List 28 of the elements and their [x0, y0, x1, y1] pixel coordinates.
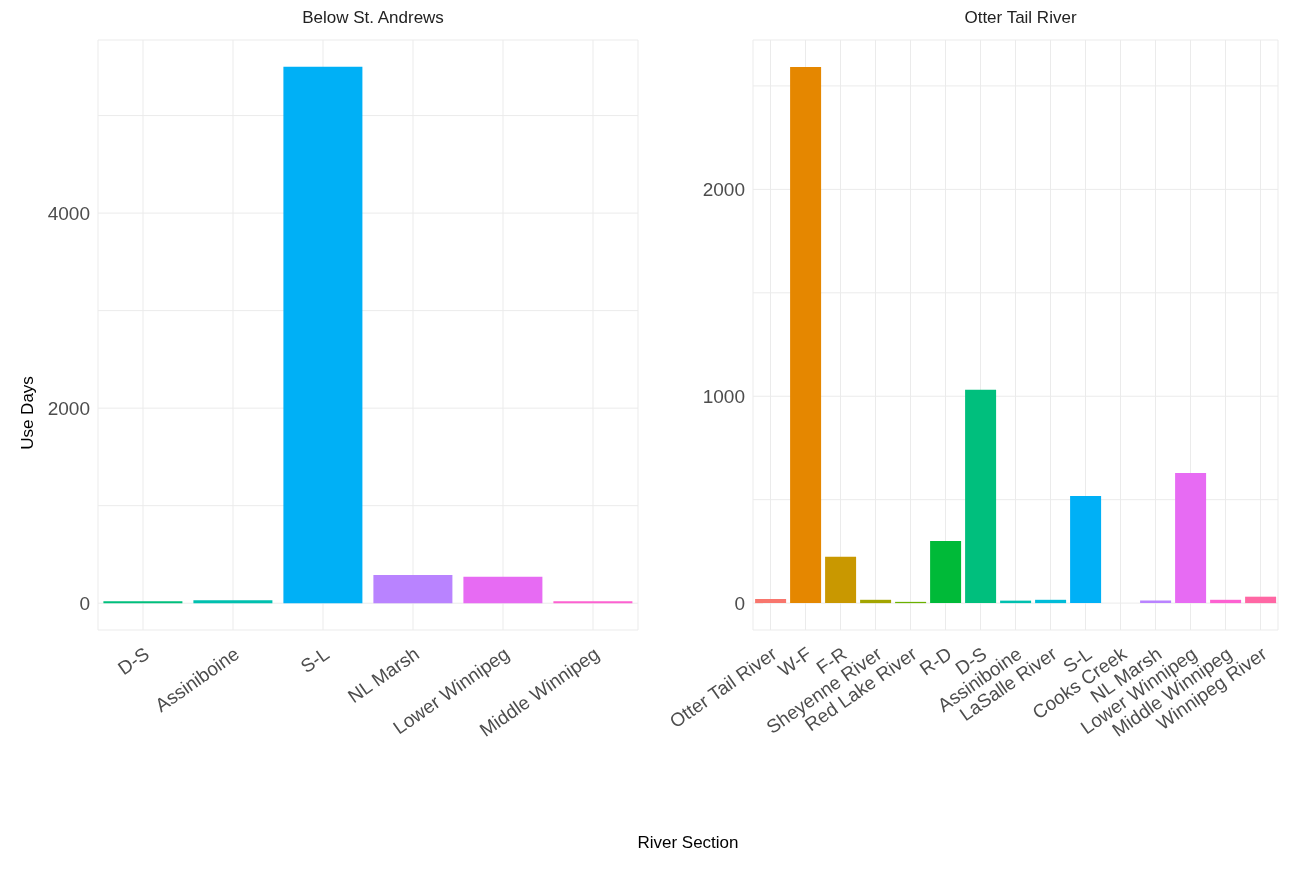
- chart-title: Below St. Andrews: [301, 8, 445, 29]
- bar: [1070, 495, 1102, 604]
- y-tick-label: 2000: [47, 397, 90, 419]
- x-tick-label: S-L: [296, 642, 333, 678]
- bar: [790, 66, 822, 604]
- x-tick-label: W-F: [774, 642, 816, 681]
- bar: [463, 576, 543, 604]
- bar: [1210, 599, 1242, 604]
- bar: [755, 598, 787, 604]
- x-axis-title: River Section: [636, 833, 740, 853]
- y-tick-label: 4000: [47, 202, 90, 224]
- x-tick-label: D-S: [114, 642, 153, 679]
- bar: [373, 574, 453, 604]
- bar: [283, 66, 363, 604]
- bar: [193, 600, 273, 604]
- y-tick-label: 0: [79, 592, 90, 614]
- bar: [1035, 599, 1067, 604]
- y-tick-label: 1000: [702, 385, 745, 407]
- y-axis-title: Use Days: [18, 375, 38, 452]
- bar: [1175, 472, 1207, 604]
- bar: [825, 556, 857, 604]
- chart-title: Otter Tail River: [963, 8, 1078, 29]
- bar: [965, 389, 997, 604]
- y-tick-label: 0: [734, 592, 745, 614]
- y-tick-label: 2000: [702, 179, 745, 201]
- bar: [1245, 596, 1277, 604]
- bar: [860, 599, 892, 604]
- bar: [930, 541, 962, 604]
